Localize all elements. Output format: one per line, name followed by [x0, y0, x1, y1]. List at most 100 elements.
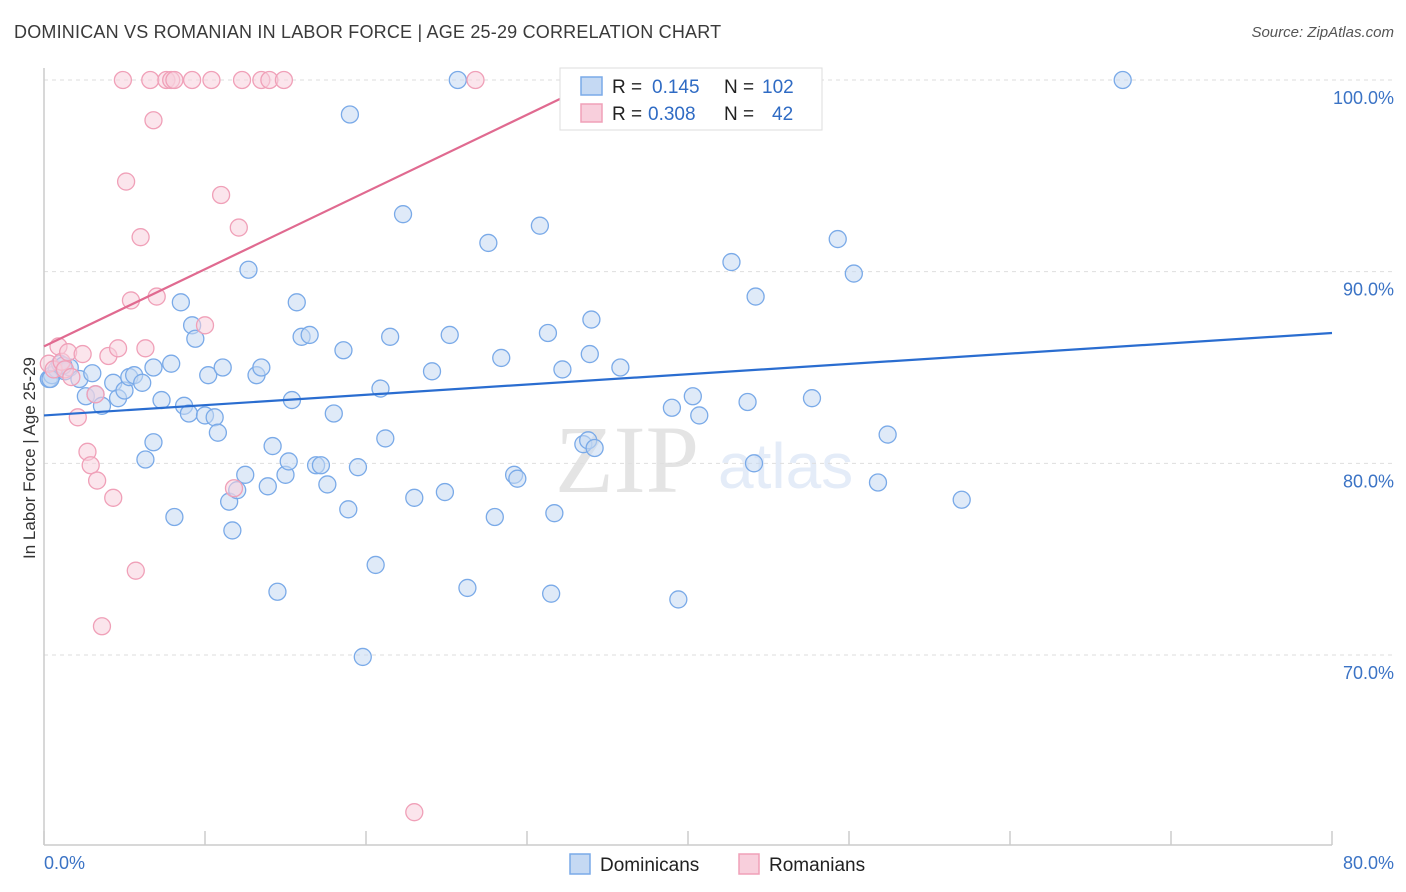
dominican-point-34 — [223, 521, 242, 540]
legend-n-label-dominicans: N = — [724, 77, 754, 98]
romanian-point-20 — [126, 561, 145, 580]
romanian-point-33 — [224, 479, 244, 498]
dominican-point-55 — [340, 105, 360, 124]
y-axis-label: In Labor Force | Age 25-29 — [20, 357, 39, 559]
x-ticks — [43, 831, 1333, 845]
dominican-point-84 — [611, 358, 630, 377]
series-label-romanians: Romanians — [769, 855, 865, 876]
dominican-point-78 — [553, 360, 572, 379]
dominican-point-97 — [878, 425, 897, 444]
legend-n-value-romanians: 42 — [772, 104, 793, 125]
dominican-point-61 — [380, 327, 400, 346]
dominican-point-51 — [318, 475, 337, 494]
dominican-point-41 — [263, 436, 282, 456]
legend-n-label-romanians: N = — [724, 104, 754, 125]
dominicans-trend-line — [43, 331, 1333, 417]
dominican-point-89 — [722, 252, 741, 272]
dominican-point-52 — [324, 404, 343, 423]
dominican-point-70 — [485, 507, 504, 527]
dominican-point-64 — [422, 362, 442, 381]
romanian-point-40 — [466, 70, 485, 90]
dominican-point-44 — [279, 452, 298, 471]
dominican-point-73 — [508, 469, 527, 488]
y-tick-label-1: 90.0% — [1343, 280, 1394, 300]
romanian-point-16 — [108, 339, 128, 358]
y-tick-labels: 100.0% 90.0% 80.0% 70.0% — [1333, 88, 1394, 683]
dominican-point-31 — [208, 423, 228, 442]
romanian-point-6 — [62, 367, 81, 387]
dominican-point-20 — [136, 450, 155, 469]
x-tick-label-left: 0.0% — [44, 853, 85, 873]
romanian-point-31 — [202, 70, 221, 90]
dominican-point-77 — [545, 504, 564, 523]
x-tick-label-right: 80.0% — [1343, 853, 1394, 873]
dominican-point-50 — [311, 456, 331, 475]
legend-swatch-romanians — [580, 103, 603, 123]
legend-r-label-dominicans: R = — [612, 77, 642, 98]
dominican-point-56 — [348, 458, 368, 477]
dominican-point-91 — [744, 454, 764, 473]
romanian-point-12 — [87, 471, 107, 490]
romanian-point-34 — [229, 218, 248, 237]
stats-legend: R = 0.145 N = 102 R = 0.308 N = 42 — [559, 67, 823, 131]
dominican-point-86 — [662, 398, 682, 417]
dominican-point-60 — [376, 429, 395, 448]
romanians-points — [39, 70, 617, 822]
romanian-point-17 — [113, 70, 133, 90]
series-swatch-dominicans — [569, 853, 591, 875]
romanian-point-28 — [165, 70, 184, 90]
dominican-point-39 — [252, 358, 271, 377]
dominican-point-54 — [339, 500, 358, 519]
dominican-point-90 — [738, 392, 757, 412]
dominican-point-40 — [258, 477, 277, 496]
dominican-point-19 — [162, 354, 181, 373]
y-tick-label-0: 100.0% — [1333, 88, 1394, 108]
y-tick-label-2: 80.0% — [1343, 471, 1394, 491]
dominican-point-87 — [683, 387, 702, 406]
romanian-point-23 — [141, 70, 160, 90]
trend-lines — [43, 75, 1333, 417]
watermark-atlas: atlas — [718, 430, 853, 502]
romanian-point-24 — [144, 111, 163, 130]
dominican-point-67 — [448, 70, 467, 90]
dominican-point-18 — [152, 390, 171, 410]
gridlines — [44, 79, 1392, 656]
legend-r-value-romanians: 0.308 — [648, 104, 696, 125]
series-swatch-romanians — [738, 853, 760, 875]
watermark-zip: ZIP — [555, 406, 699, 513]
romanian-point-11 — [86, 385, 105, 404]
dominican-point-71 — [492, 348, 511, 368]
dominican-point-46 — [287, 293, 306, 312]
dominican-point-98 — [952, 490, 971, 509]
legend-r-label-romanians: R = — [612, 104, 642, 125]
dominican-point-68 — [458, 578, 477, 598]
legend-n-value-dominicans: 102 — [762, 77, 794, 98]
dominican-point-32 — [213, 358, 232, 377]
dominican-point-48 — [300, 325, 319, 345]
watermark: ZIP atlas — [555, 406, 853, 513]
dominican-point-65 — [435, 482, 455, 502]
romanian-point-15 — [104, 488, 123, 507]
dominican-point-16 — [133, 373, 152, 392]
dominican-point-30 — [205, 408, 224, 427]
dominican-point-37 — [239, 260, 258, 279]
dominican-point-75 — [538, 323, 558, 343]
dominican-point-42 — [268, 582, 287, 601]
dominican-point-22 — [165, 507, 184, 527]
dominican-point-63 — [405, 488, 424, 507]
dominican-point-58 — [366, 555, 385, 575]
dominican-point-85 — [669, 590, 688, 609]
dominican-point-53 — [334, 341, 353, 360]
dominican-point-69 — [479, 233, 498, 253]
dominican-point-23 — [171, 293, 191, 312]
legend-swatch-dominicans — [580, 76, 603, 96]
dominican-point-21 — [144, 433, 163, 452]
romanian-point-8 — [73, 344, 92, 364]
romanian-point-39 — [405, 803, 424, 822]
romanian-point-18 — [116, 172, 136, 191]
dominican-point-8 — [83, 364, 102, 383]
romanian-point-35 — [232, 70, 252, 90]
dominican-point-29 — [199, 366, 218, 385]
romanian-point-21 — [131, 228, 150, 247]
